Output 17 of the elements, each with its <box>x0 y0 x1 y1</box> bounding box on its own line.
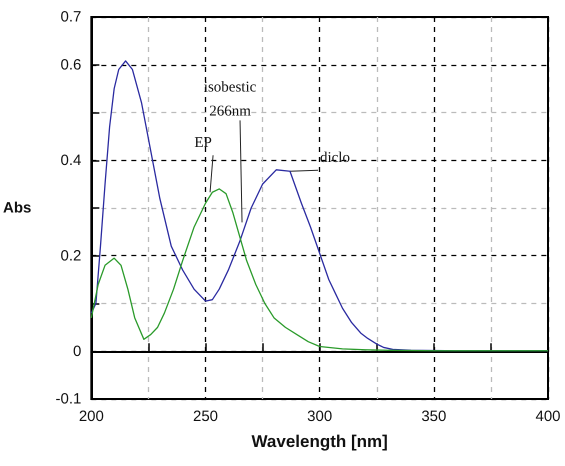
x-tick-label: 200 <box>78 408 104 425</box>
y-axis-title: Abs <box>2 200 32 216</box>
y-tick-label: 0.2 <box>60 247 82 264</box>
x-tick-label: 300 <box>307 408 332 425</box>
x-tick-label: 250 <box>192 408 218 425</box>
x-tick-label: 350 <box>421 408 446 425</box>
annotation: diclo <box>320 150 350 166</box>
x-tick-label: 400 <box>535 408 561 425</box>
y-tick-label: -0.1 <box>55 390 82 408</box>
annotation: EP <box>194 135 212 152</box>
y-tick-label: 0 <box>72 342 82 360</box>
line-series <box>90 188 549 352</box>
y-tick-label: 0.6 <box>60 56 82 74</box>
y-tick-label: 0.4 <box>60 152 82 169</box>
y-tick-label: 0.7 <box>60 8 82 26</box>
annotation: isobestic 266nm <box>204 79 257 120</box>
x-axis-title: Wavelength [nm] <box>252 432 388 451</box>
